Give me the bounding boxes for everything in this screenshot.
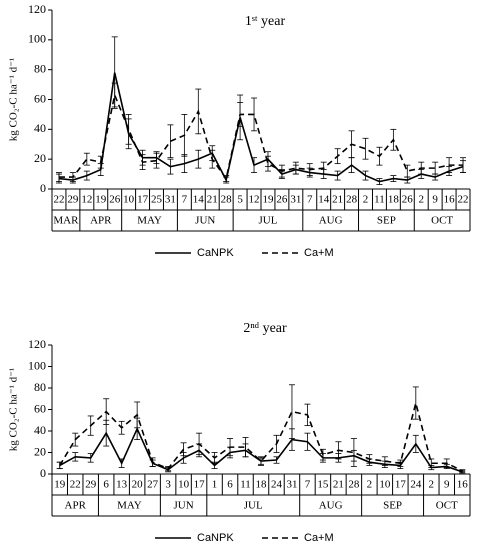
x-tick-label: 16 <box>457 479 469 491</box>
x-tick-label: 24 <box>410 479 422 491</box>
x-tick-label: 5 <box>237 194 243 206</box>
x-tick-label: 22 <box>70 479 81 491</box>
x-tick-label: 2 <box>418 194 424 206</box>
chart-title: 1ˢᵗ year <box>245 14 286 29</box>
month-label: JUL <box>258 215 277 227</box>
x-tick-label: 18 <box>388 194 400 206</box>
x-tick-label: 29 <box>67 194 79 206</box>
month-label: APR <box>90 215 112 227</box>
x-tick-label: 7 <box>305 479 311 491</box>
x-tick-label: 14 <box>193 194 205 206</box>
x-tick-label: 16 <box>444 194 456 206</box>
month-label: MAR <box>53 215 79 227</box>
y-tick-label: 80 <box>34 380 46 394</box>
month-label: APR <box>65 500 87 512</box>
legend-label: Ca+M <box>304 532 334 544</box>
series-line <box>58 92 464 181</box>
x-tick-label: 3 <box>165 479 171 491</box>
y-tick-label: 120 <box>28 2 46 16</box>
x-tick-label: 29 <box>85 479 97 491</box>
x-tick-label: 28 <box>348 479 360 491</box>
x-tick-label: 22 <box>458 194 469 206</box>
x-tick-label: 10 <box>123 194 135 206</box>
y-tick-label: 100 <box>28 358 46 372</box>
x-tick-label: 21 <box>332 194 343 206</box>
x-tick-label: 19 <box>54 479 66 491</box>
x-tick-label: 7 <box>182 194 188 206</box>
x-tick-label: 10 <box>379 479 391 491</box>
x-tick-label: 28 <box>221 194 233 206</box>
x-tick-label: 31 <box>165 194 176 206</box>
x-tick-label: 2 <box>367 479 373 491</box>
legend-label: CaNPK <box>197 247 234 259</box>
y-tick-label: 20 <box>34 151 46 165</box>
series-line <box>59 402 463 472</box>
x-tick-label: 20 <box>132 479 144 491</box>
series-line <box>58 72 464 183</box>
y-tick-label: 100 <box>28 32 46 46</box>
x-tick-label: 18 <box>256 479 268 491</box>
x-tick-label: 9 <box>432 194 438 206</box>
y-tick-label: 0 <box>40 181 46 195</box>
x-tick-label: 1 <box>212 479 218 491</box>
x-tick-label: 31 <box>290 194 301 206</box>
x-tick-label: 6 <box>227 479 233 491</box>
x-tick-label: 12 <box>81 194 92 206</box>
x-tick-label: 10 <box>178 479 190 491</box>
y-tick-label: 0 <box>40 466 46 480</box>
x-tick-label: 24 <box>271 479 283 491</box>
legend-label: Ca+M <box>304 247 334 259</box>
x-tick-label: 27 <box>147 479 159 491</box>
y-tick-label: 60 <box>34 401 46 415</box>
x-tick-label: 12 <box>249 194 260 206</box>
legend-label: CaNPK <box>197 532 234 544</box>
month-label: JUL <box>244 500 263 512</box>
month-label: OCT <box>431 215 453 227</box>
month-label: SEP <box>377 215 396 227</box>
y-tick-label: 60 <box>34 91 46 105</box>
chart-title: 2ⁿᵈ year <box>243 321 287 336</box>
x-tick-label: 21 <box>207 194 218 206</box>
month-label: JUN <box>195 215 215 227</box>
x-tick-label: 25 <box>151 194 163 206</box>
x-tick-label: 13 <box>116 479 128 491</box>
y-tick-label: 40 <box>34 423 46 437</box>
x-tick-label: 15 <box>317 479 329 491</box>
x-tick-label: 31 <box>286 479 297 491</box>
x-tick-label: 7 <box>307 194 313 206</box>
x-tick-label: 11 <box>240 479 251 491</box>
x-tick-label: 19 <box>262 194 274 206</box>
month-label: SEP <box>383 500 402 512</box>
month-label: AUG <box>319 500 343 512</box>
x-tick-label: 17 <box>194 479 206 491</box>
x-tick-label: 21 <box>333 479 344 491</box>
x-tick-label: 2 <box>429 479 435 491</box>
y-axis-label: kg CO₂-C ha⁻¹ d⁻¹ <box>8 58 20 141</box>
y-axis-label: kg CO₂-C ha⁻¹ d⁻¹ <box>8 368 20 451</box>
x-tick-label: 26 <box>276 194 288 206</box>
x-tick-label: 26 <box>109 194 121 206</box>
month-label: OCT <box>436 500 458 512</box>
x-tick-label: 28 <box>346 194 358 206</box>
x-tick-label: 22 <box>53 194 64 206</box>
x-tick-label: 26 <box>402 194 414 206</box>
y-tick-label: 20 <box>34 444 46 458</box>
x-tick-label: 6 <box>103 479 109 491</box>
x-tick-label: 11 <box>374 194 385 206</box>
x-tick-label: 19 <box>95 194 107 206</box>
x-tick-label: 14 <box>318 194 330 206</box>
y-tick-label: 80 <box>34 61 46 75</box>
month-label: JUN <box>174 500 194 512</box>
month-label: MAY <box>137 215 162 227</box>
month-label: MAY <box>117 500 142 512</box>
x-tick-label: 9 <box>444 479 450 491</box>
y-tick-label: 120 <box>28 337 46 351</box>
x-tick-label: 2 <box>363 194 369 206</box>
x-tick-label: 17 <box>137 194 149 206</box>
y-tick-label: 40 <box>34 121 46 135</box>
month-label: AUG <box>319 215 343 227</box>
x-tick-label: 17 <box>395 479 407 491</box>
